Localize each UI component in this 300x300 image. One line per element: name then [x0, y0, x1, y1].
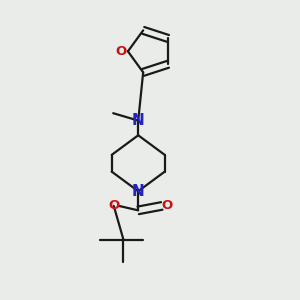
Text: O: O	[116, 45, 127, 58]
Text: N: N	[132, 184, 145, 199]
Text: O: O	[108, 200, 119, 212]
Text: N: N	[132, 113, 145, 128]
Text: O: O	[161, 200, 173, 212]
